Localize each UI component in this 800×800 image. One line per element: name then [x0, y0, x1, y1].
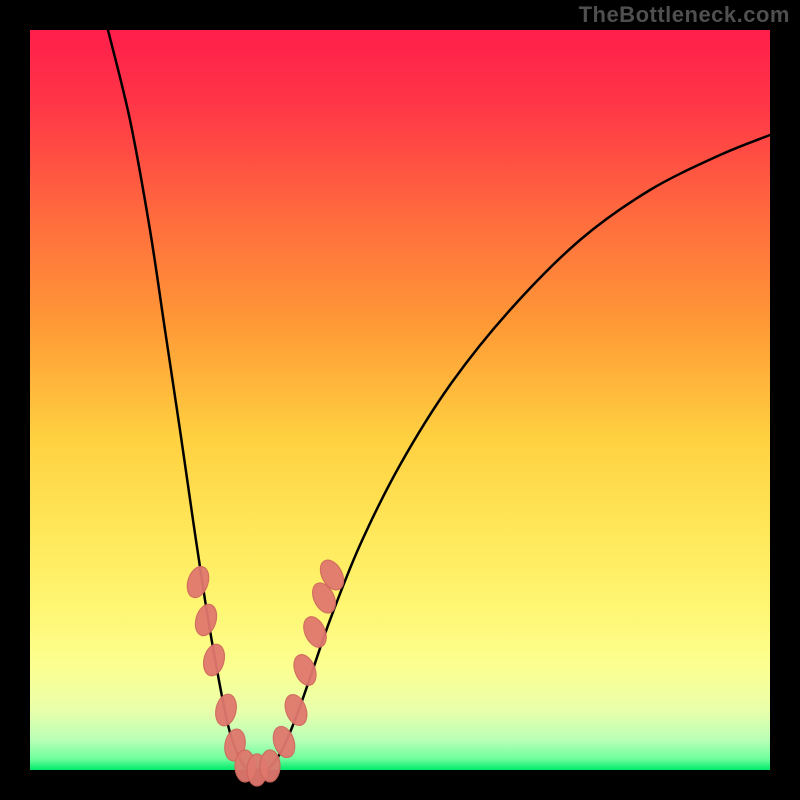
bottleneck-curve-layer	[0, 0, 800, 800]
curve-marker	[200, 642, 227, 678]
curve-marker	[260, 750, 280, 782]
curve-markers	[184, 556, 349, 786]
watermark-text: TheBottleneck.com	[579, 2, 790, 28]
curve-marker	[290, 651, 321, 688]
curve-marker	[192, 602, 220, 638]
curve-marker	[299, 613, 330, 650]
chart-frame: TheBottleneck.com	[0, 0, 800, 800]
curve-marker	[184, 564, 213, 601]
curve-marker	[213, 692, 239, 727]
curve-marker	[281, 692, 311, 729]
